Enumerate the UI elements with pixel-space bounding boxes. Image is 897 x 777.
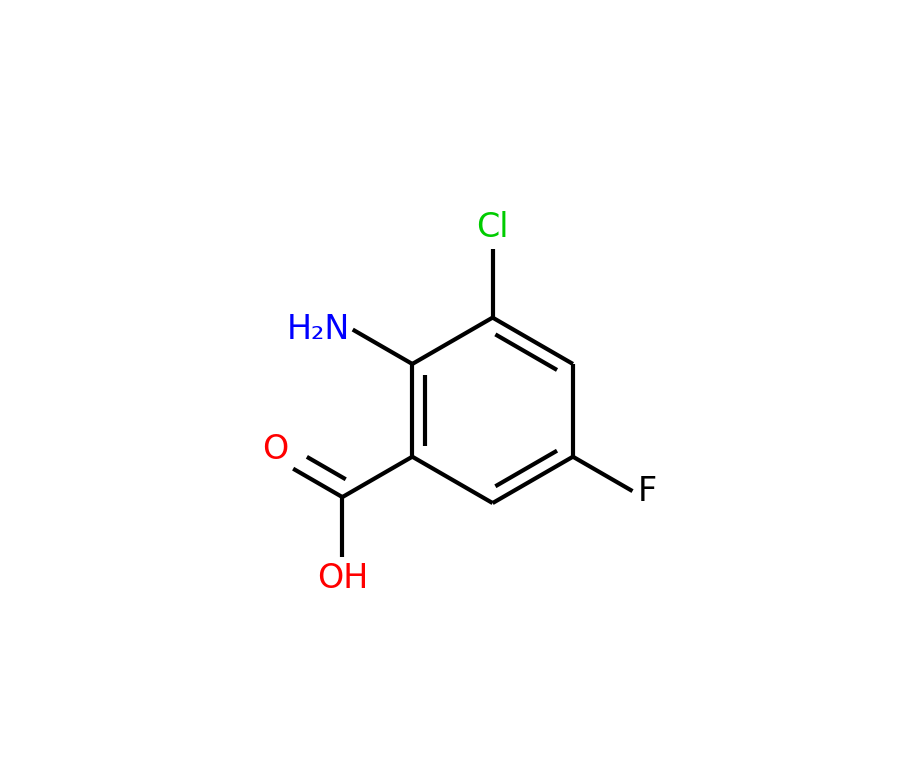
Text: Cl: Cl xyxy=(476,211,509,244)
Text: F: F xyxy=(637,475,657,507)
Text: OH: OH xyxy=(317,562,368,594)
Text: H₂N: H₂N xyxy=(286,313,350,346)
Text: O: O xyxy=(262,433,288,465)
